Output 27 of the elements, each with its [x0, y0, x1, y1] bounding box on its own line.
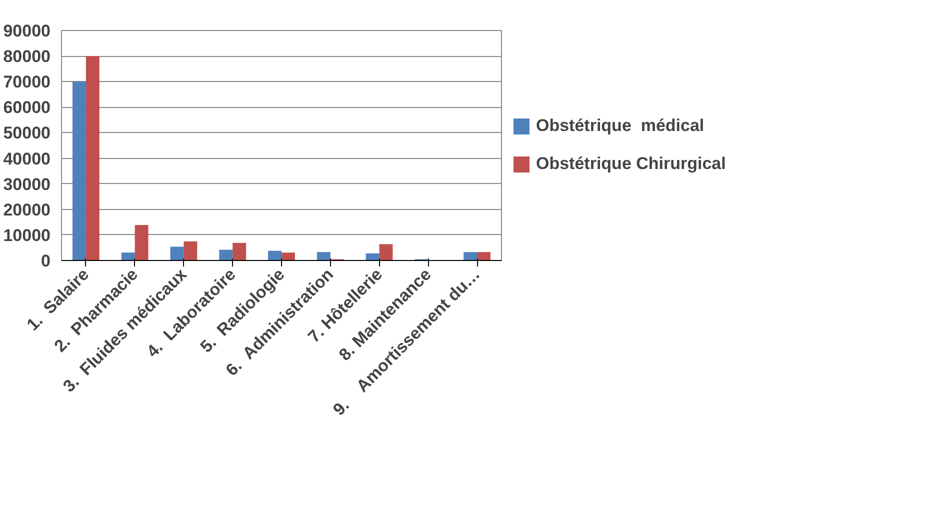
y-tick-label: 60000: [3, 98, 51, 118]
bar: [170, 246, 184, 260]
bar: [316, 252, 330, 260]
y-tick-label: 90000: [3, 22, 51, 40]
y-tick-label: 70000: [3, 72, 51, 92]
y-tick-label: 80000: [3, 47, 51, 66]
bar: [477, 252, 490, 260]
y-tick-label: 40000: [3, 149, 51, 168]
legend-label: Obstétrique médical: [536, 116, 704, 136]
bar: [219, 250, 233, 260]
bar: [379, 244, 393, 260]
y-tick-label: 20000: [3, 200, 51, 220]
legend-label: Obstétrique Chirurgical: [536, 154, 726, 174]
bar: [121, 252, 135, 260]
bar: [86, 56, 100, 260]
y-tick-label: 0: [41, 252, 51, 270]
bar: [232, 242, 246, 260]
bar: [184, 241, 198, 260]
bar: [72, 82, 86, 260]
bar: [366, 253, 380, 260]
y-tick-label: 30000: [3, 174, 51, 194]
bar: [134, 224, 148, 260]
bar: [464, 252, 478, 260]
bar: [268, 250, 282, 260]
y-tick-label: 10000: [3, 226, 51, 245]
y-tick-label: 50000: [3, 124, 51, 143]
bar: [282, 252, 295, 260]
